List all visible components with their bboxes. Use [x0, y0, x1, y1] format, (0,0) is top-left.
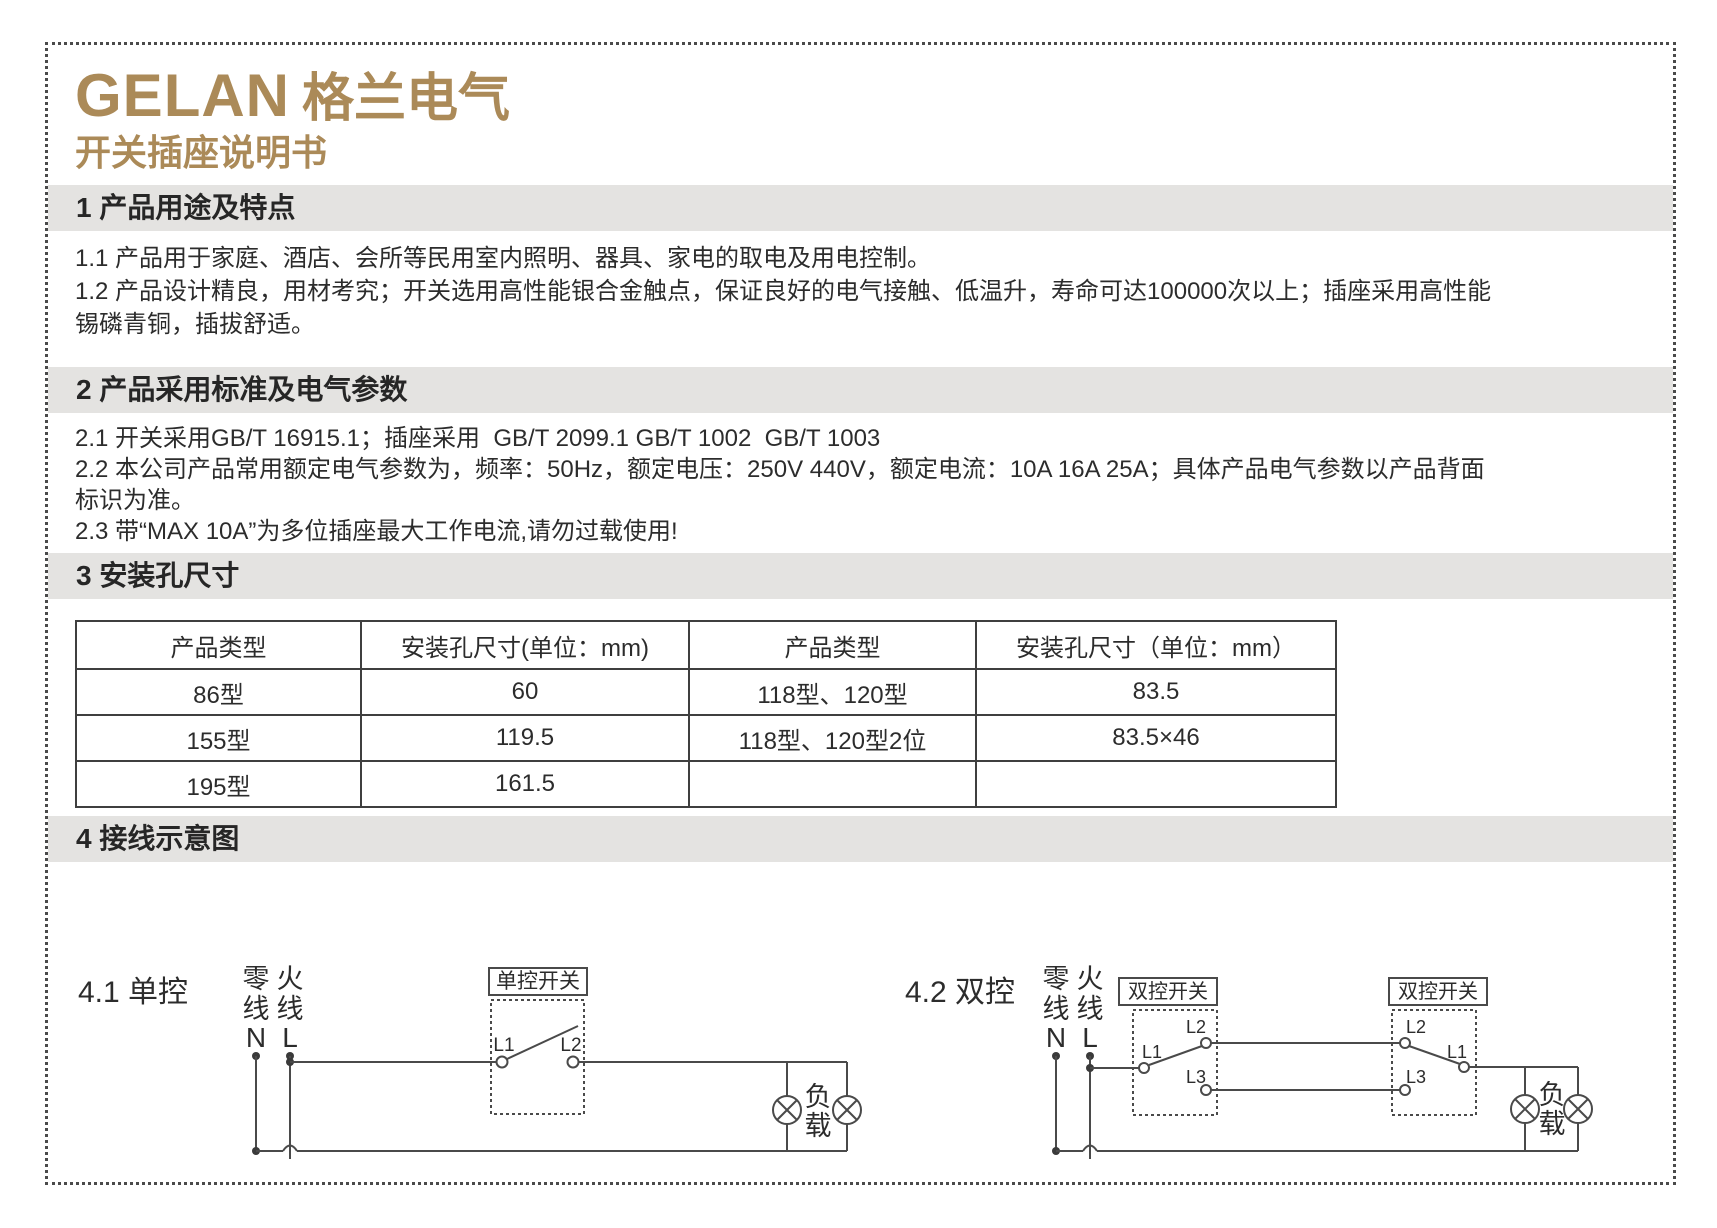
terminal-l1: [1458, 1061, 1470, 1073]
section-1-body: 1.1 产品用于家庭、酒店、会所等民用室内照明、器具、家电的取电及用电控制。 1…: [75, 242, 1491, 341]
table-row: 195型 161.5: [75, 760, 1337, 808]
section-2-body: 2.1 开关采用GB/T 16915.1；插座采用 GB/T 2099.1 GB…: [75, 423, 1485, 547]
table-cell: 118型、120型: [688, 668, 977, 716]
paragraph-line: 1.2 产品设计精良，用材考究；开关选用高性能银合金触点，保证良好的电气接触、低…: [75, 278, 1492, 305]
neutral-wire-label: 线: [243, 994, 270, 1024]
live-wire-label: 火: [277, 964, 304, 994]
brand-logo-latin: GELAN: [75, 62, 290, 129]
terminal-l2: [1399, 1037, 1411, 1049]
table-cell: 119.5: [360, 714, 690, 762]
paragraph-line: 锡磷青铜，插拔舒适。: [75, 311, 315, 338]
switch-label-box: [1118, 977, 1218, 1006]
mounting-hole-size-table: 产品类型 安装孔尺寸(单位：mm) 产品类型 安装孔尺寸（单位：mm） 86型 …: [75, 620, 1337, 808]
table-cell: 86型: [75, 668, 362, 716]
doc-title: 开关插座说明书: [75, 132, 328, 173]
table-cell: 195型: [75, 760, 362, 808]
switch-arm: [1148, 1045, 1203, 1066]
table-cell: 83.5: [975, 668, 1337, 716]
wire-crossover-hop: [1082, 1144, 1098, 1152]
table-header-cell: 安装孔尺寸（单位：mm）: [975, 620, 1337, 670]
paragraph-line: 2.3 带“MAX 10A”为多位插座最大工作电流,请勿过载使用!: [75, 518, 678, 545]
table-header-cell: 产品类型: [688, 620, 977, 670]
lamp-icon: [1563, 1094, 1593, 1124]
table-header-row: 产品类型 安装孔尺寸(单位：mm) 产品类型 安装孔尺寸（单位：mm）: [75, 620, 1337, 670]
switch-label-box: [1388, 977, 1488, 1006]
terminal-l1-label: L1: [1142, 1042, 1162, 1062]
double-control-diagram: 4.2 双控 零 火 线 线 N L 双控开关 L1 L2 L3: [905, 964, 1593, 1159]
neutral-wire-label: N: [246, 1022, 266, 1053]
neutral-wire-label: 零: [243, 964, 270, 994]
terminal-l3: [1200, 1084, 1212, 1096]
wiring-diagram-svg: 4.1 单控 零 火 线 线 N L 单控开关 L1 L2: [78, 964, 1593, 1159]
paragraph-line: 2.2 本公司产品常用额定电气参数为，频率：50Hz，额定电压：250V 440…: [75, 456, 1485, 483]
brand-logo: GELAN 格兰电气: [75, 56, 510, 131]
switch-label: 单控开关: [496, 970, 580, 993]
terminal-l2: [1200, 1037, 1212, 1049]
lamp-icon: [1510, 1094, 1540, 1124]
switch-dashed-box: [1132, 1009, 1218, 1116]
terminal-l1: [1138, 1062, 1150, 1074]
terminal-l1-label: L1: [493, 1035, 514, 1056]
lamp-icon: [832, 1095, 862, 1125]
terminal-l2-label: L2: [560, 1035, 581, 1056]
brand-logo-cjk: 格兰电气: [302, 70, 511, 128]
section-2-header: 2 产品采用标准及电气参数: [48, 367, 1673, 413]
load-label: 载: [805, 1111, 832, 1141]
table-cell: 83.5×46: [975, 714, 1337, 762]
table-header-cell: 产品类型: [75, 620, 362, 670]
live-wire-label: 线: [277, 994, 304, 1024]
dotted-page-border: [45, 42, 1676, 1185]
table-header-cell: 安装孔尺寸(单位：mm): [360, 620, 690, 670]
lamp-icon: [772, 1095, 802, 1125]
table-row: 155型 119.5 118型、120型2位 83.5×46: [75, 714, 1337, 762]
table-cell: 161.5: [360, 760, 690, 808]
load-label: 负: [1539, 1080, 1566, 1110]
terminal-l3: [1399, 1084, 1411, 1096]
table-cell: 60: [360, 668, 690, 716]
switch-arm: [506, 1025, 579, 1060]
terminal-l2-label: L2: [1406, 1017, 1426, 1037]
table-row: 86型 60 118型、120型 83.5: [75, 668, 1337, 716]
table-cell: 118型、120型2位: [688, 714, 977, 762]
load-label: 负: [805, 1082, 832, 1112]
live-wire-label: L: [1082, 1022, 1098, 1053]
terminal-l1: [495, 1055, 509, 1069]
section-4-header: 4 接线示意图: [48, 816, 1673, 862]
terminal-l2-label: L2: [1186, 1017, 1206, 1037]
section-1-header: 1 产品用途及特点: [48, 185, 1673, 231]
live-wire-label: L: [282, 1022, 298, 1053]
paragraph-line: 2.1 开关采用GB/T 16915.1；插座采用 GB/T 2099.1 GB…: [75, 425, 881, 452]
neutral-wire-label: N: [1046, 1022, 1066, 1053]
switch-label: 双控开关: [1398, 980, 1478, 1003]
terminal-l2: [566, 1055, 580, 1069]
table-cell: [688, 760, 977, 808]
neutral-wire-label: 零: [1043, 964, 1070, 994]
terminal-l1-label: L1: [1447, 1042, 1467, 1062]
live-wire-label: 火: [1077, 964, 1104, 994]
wire-crossover-hop: [282, 1144, 298, 1152]
paragraph-line: 标识为准。: [75, 487, 195, 514]
table-cell: 155型: [75, 714, 362, 762]
terminal-l3-label: L3: [1406, 1067, 1426, 1087]
diagram-label: 4.1 单控: [78, 976, 188, 1009]
switch-label: 双控开关: [1128, 980, 1208, 1003]
diagram-label: 4.2 双控: [905, 976, 1015, 1009]
live-wire-label: 线: [1077, 994, 1104, 1024]
neutral-wire-label: 线: [1043, 994, 1070, 1024]
switch-dashed-box: [1391, 1009, 1477, 1116]
paragraph-line: 1.1 产品用于家庭、酒店、会所等民用室内照明、器具、家电的取电及用电控制。: [75, 245, 932, 272]
section-3-header: 3 安装孔尺寸: [48, 553, 1673, 599]
single-control-diagram: 4.1 单控 零 火 线 线 N L 单控开关 L1 L2: [78, 964, 862, 1159]
switch-dashed-box: [490, 999, 585, 1115]
load-label: 载: [1539, 1109, 1566, 1139]
switch-label-box: [488, 967, 588, 996]
table-cell: [975, 760, 1337, 808]
switch-arm: [1408, 1045, 1461, 1065]
terminal-l3-label: L3: [1186, 1067, 1206, 1087]
